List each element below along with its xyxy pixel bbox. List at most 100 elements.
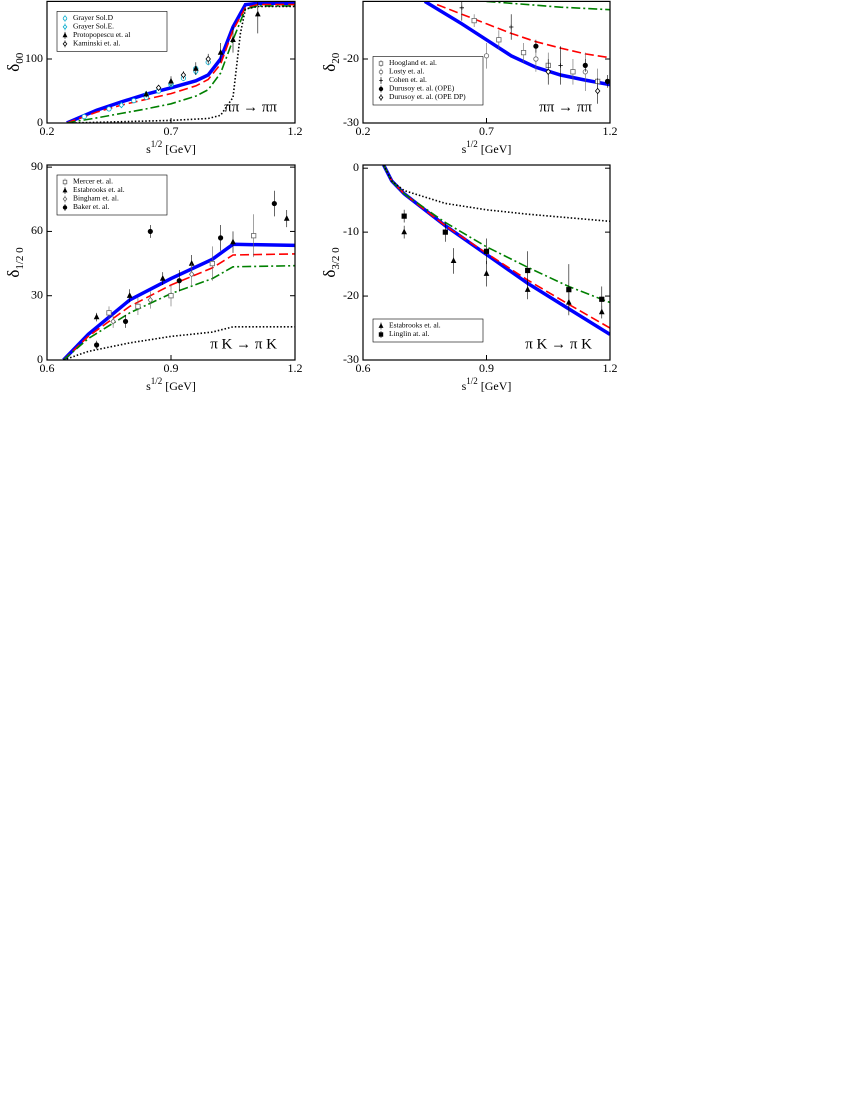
data-point [188,271,195,278]
x-axis-label: s1/2 [GeV] [146,139,196,156]
x-label-base: s [462,142,467,156]
x-tick-label: 0.9 [479,361,494,375]
data-point [93,313,100,320]
legend-marker [378,322,384,328]
legend-label: Cohen et. al. [389,75,427,84]
legend-label: Linglin at. al. [389,329,430,338]
plot-area [66,1,295,123]
x-tick-label: 0.6 [40,361,55,375]
y-tick-label: 0 [37,115,43,129]
y-label-base: δ [320,64,339,72]
legend-label: Mercer et. al. [73,177,113,186]
legend-marker [62,196,68,202]
data-point [110,318,116,325]
data-point [450,257,457,264]
x-tick-label: 1.2 [288,361,303,375]
legend-marker [378,332,384,337]
data-point [401,213,407,219]
annotation: ππ → ππ [539,99,592,115]
data-point [192,65,199,71]
theory-curve [66,5,295,123]
legend-label: Durusoy et. al. (OPE) [389,84,455,93]
data-point [155,84,162,92]
data-point [106,106,112,112]
legend-box [56,11,168,52]
plot-area [62,190,295,360]
legend-box [372,318,484,343]
data-point [509,24,514,30]
plot-frame [362,164,611,361]
data-point [209,260,215,267]
y-axis-label: δ1/2 0 [4,247,26,278]
legend-label: Hoogland et. al. [389,58,437,67]
legend-label: Losty et. al. [389,67,425,76]
data-point [582,62,588,69]
x-axis-label: s1/2 [GeV] [462,139,512,156]
y-tick-label: 30 [31,287,43,301]
x-label-sup: 1/2 [466,139,478,149]
x-axis-label: s1/2 [GeV] [462,376,512,393]
data-point [599,296,605,302]
theory-curve [382,165,610,223]
legend-label: Bingham et. al. [73,194,119,203]
plot-area [382,165,610,336]
y-label-base: δ [320,270,339,278]
legend-label: Estabrooks et. al. [389,321,441,330]
y-axis-label: δ20 [320,52,342,72]
x-tick-label: 1.2 [603,124,618,138]
y-tick-label: 0 [353,160,359,174]
data-point [570,69,576,75]
x-label-unit: [GeV] [165,142,196,156]
legend-label: Grayer Sol.E. [73,22,114,31]
legend-label: Protopopescu et. al [73,30,130,39]
data-point [218,235,224,241]
data-point [176,278,182,284]
data-point [483,270,490,276]
data-point [147,296,154,304]
y-tick-label: -20 [343,288,359,302]
plot-area [423,1,610,104]
y-label-base: δ [4,64,23,72]
data-point [230,36,236,42]
data-point [558,63,563,68]
data-point [126,292,133,298]
data-point [533,43,539,49]
legend-label: Estabrooks et. al. [73,185,125,194]
legend-label: Baker et. al. [73,202,109,211]
x-tick-label: 0.6 [356,361,371,375]
data-point [483,53,490,59]
y-tick-label: 90 [31,159,43,173]
legend-marker [62,41,68,47]
x-label-unit: [GeV] [481,379,512,393]
theory-curve [66,3,295,123]
x-tick-label: 0.2 [356,124,371,138]
legend-label: Kaminski et. al. [73,39,121,48]
plot-frame [46,0,296,124]
data-point [520,50,527,56]
y-tick-label: 100 [25,51,43,65]
theory-curve [382,165,610,329]
legend-marker [378,61,384,66]
theory-curve [382,165,610,304]
x-label-sup: 1/2 [151,376,163,386]
legend-marker [62,205,68,210]
annotation: ππ → ππ [224,99,277,115]
data-point [230,238,236,245]
x-label-sup: 1/2 [466,376,478,386]
data-point [168,293,174,299]
data-point [94,342,100,348]
y-axis-label: δ3/2 0 [320,247,342,278]
data-point [180,71,187,79]
x-label-base: s [462,379,467,393]
theory-curve [436,3,610,59]
theory-curve [486,1,610,11]
data-point [401,228,408,235]
annotation: π K → π K [210,336,277,352]
x-label-sup: 1/2 [151,139,163,149]
plot-frame [362,0,611,124]
data-point [604,78,610,84]
y-tick-label: 0 [37,352,43,366]
legend-marker [62,24,68,30]
legend-box [372,56,484,106]
